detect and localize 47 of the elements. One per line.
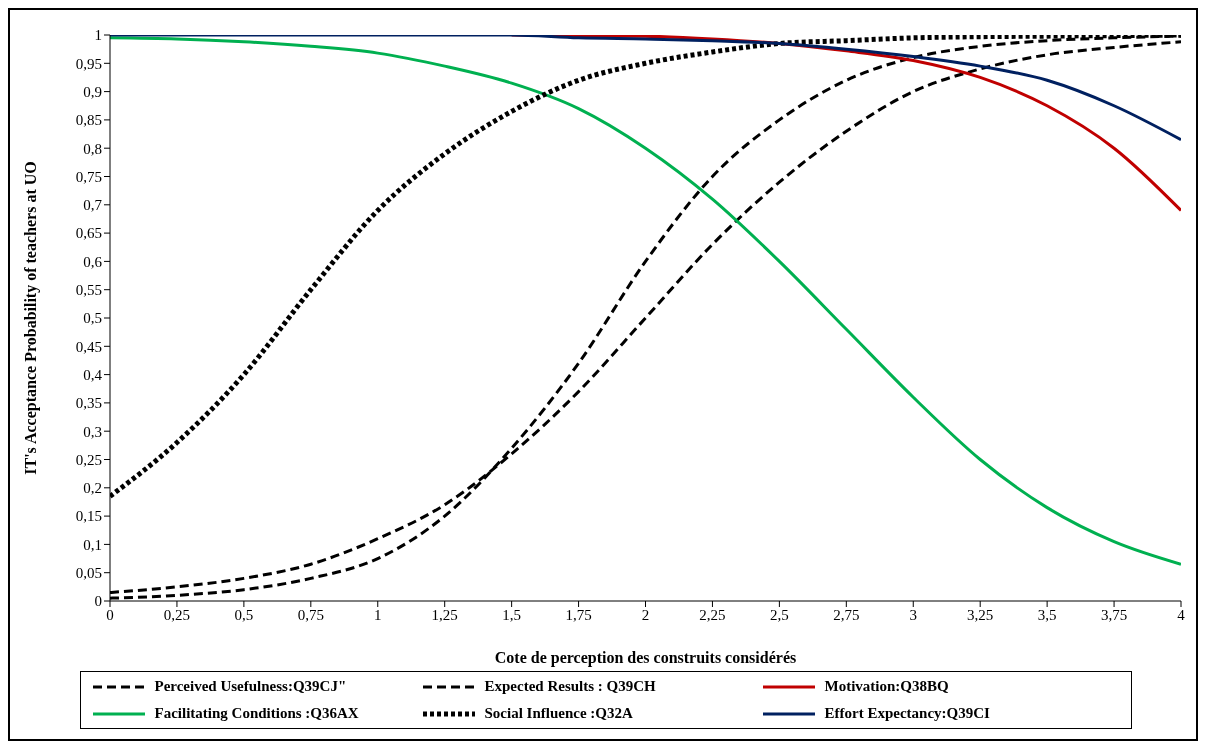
x-tick-label: 0,75 xyxy=(297,606,324,623)
legend-label: Effort Expectancy:Q39CI xyxy=(824,705,990,722)
y-tick-label: 0,4 xyxy=(83,366,103,383)
y-tick-label: 0,55 xyxy=(75,282,102,299)
legend-label: Social Influence :Q32A xyxy=(484,705,633,722)
y-tick-label: 0,15 xyxy=(75,508,102,525)
y-tick-label: 0,5 xyxy=(83,310,102,327)
y-tick-label: 0,25 xyxy=(75,451,102,468)
y-tick-label: 0,45 xyxy=(75,338,102,355)
x-tick-label: 0,5 xyxy=(234,606,254,623)
y-tick-label: 0,6 xyxy=(83,253,103,270)
x-tick-label: 2,25 xyxy=(699,606,726,623)
x-tick-label: 1,5 xyxy=(502,606,521,623)
x-tick-label: 0 xyxy=(106,606,114,623)
y-tick-label: 0,2 xyxy=(83,480,102,497)
x-tick-label: 3,75 xyxy=(1100,606,1128,623)
x-tick-label: 3 xyxy=(909,606,917,623)
legend-label: Facilitating Conditions :Q36AX xyxy=(154,705,359,722)
y-tick-label: 0,85 xyxy=(75,112,102,129)
x-tick-label: 1,25 xyxy=(431,606,458,623)
legend-label: Motivation:Q38BQ xyxy=(824,678,949,695)
y-tick-label: 0,1 xyxy=(83,536,102,553)
y-tick-label: 0,65 xyxy=(75,225,102,242)
y-tick-label: 0 xyxy=(94,593,102,610)
x-tick-label: 0,25 xyxy=(163,606,191,623)
x-tick-label: 1,75 xyxy=(565,606,592,623)
x-tick-label: 4 xyxy=(1177,606,1186,623)
y-tick-label: 1 xyxy=(94,27,102,44)
y-tick-label: 0,95 xyxy=(75,55,102,72)
legend-label: Expected Results : Q39CH xyxy=(484,678,656,695)
x-tick-label: 2,5 xyxy=(770,606,789,623)
x-tick-label: 3,25 xyxy=(967,606,994,623)
x-tick-label: 2 xyxy=(641,606,650,623)
y-tick-label: 0,35 xyxy=(75,395,102,412)
x-tick-label: 2,75 xyxy=(833,606,860,623)
y-tick-label: 0,7 xyxy=(83,197,103,214)
y-axis-title: IT's Acceptance Probability of teachers at UO xyxy=(21,161,40,475)
legend-label: Perceived Usefulness:Q39CJ" xyxy=(154,678,347,695)
y-tick-label: 0,8 xyxy=(83,140,102,157)
y-tick-label: 0,05 xyxy=(75,565,102,582)
y-tick-label: 0,3 xyxy=(83,423,102,440)
y-tick-label: 0,9 xyxy=(83,83,102,100)
x-tick-label: 3,5 xyxy=(1037,606,1057,623)
y-tick-label: 0,75 xyxy=(75,168,102,185)
x-axis-title: Cote de perception des construits considérés xyxy=(494,649,797,667)
x-tick-label: 1 xyxy=(374,606,382,623)
line-series xyxy=(110,35,1181,142)
